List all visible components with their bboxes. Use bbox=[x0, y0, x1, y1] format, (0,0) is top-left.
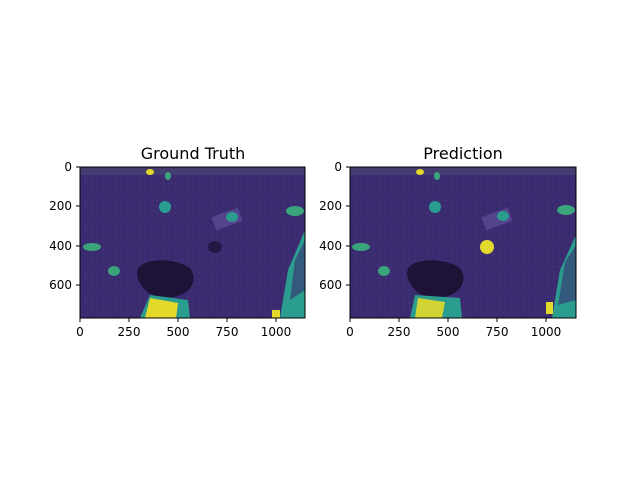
ground-truth-tick-marks bbox=[76, 166, 277, 322]
gt-xtick-2: 500 bbox=[166, 325, 190, 339]
panel-title-ground-truth: Ground Truth bbox=[140, 144, 246, 163]
prediction-image bbox=[350, 167, 576, 318]
pred-xtick-0: 0 bbox=[346, 325, 354, 339]
pred-xtick-1: 250 bbox=[387, 325, 411, 339]
pred-ytick-2: 400 bbox=[319, 239, 342, 253]
gt-xtick-1: 250 bbox=[117, 325, 141, 339]
gt-ytick-1: 200 bbox=[49, 199, 72, 213]
pred-xtick-2: 500 bbox=[436, 325, 460, 339]
prediction-axes-frame bbox=[349, 166, 577, 319]
pred-xtick-4: 1000 bbox=[530, 325, 562, 339]
pred-xtick-3: 750 bbox=[485, 325, 509, 339]
gt-ytick-3: 600 bbox=[49, 278, 72, 292]
gt-ytick-2: 400 bbox=[49, 239, 72, 253]
panel-title-prediction: Prediction bbox=[423, 144, 503, 163]
gt-ytick-0: 0 bbox=[64, 160, 72, 174]
prediction-tick-marks bbox=[346, 166, 547, 322]
pred-ytick-3: 600 bbox=[319, 278, 342, 292]
pred-ytick-1: 200 bbox=[319, 199, 342, 213]
ground-truth-axes-frame bbox=[79, 166, 306, 319]
gt-xtick-4: 1000 bbox=[260, 325, 292, 339]
gt-xtick-3: 750 bbox=[215, 325, 239, 339]
gt-xtick-0: 0 bbox=[76, 325, 84, 339]
pred-ytick-0: 0 bbox=[334, 160, 342, 174]
ground-truth-image bbox=[80, 167, 305, 318]
